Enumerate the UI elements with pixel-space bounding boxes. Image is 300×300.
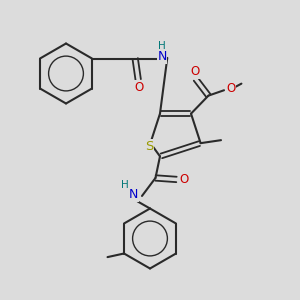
Text: O: O [226, 82, 235, 95]
Text: N: N [158, 50, 167, 64]
Text: O: O [179, 173, 189, 186]
Text: O: O [134, 80, 143, 94]
Text: H: H [158, 41, 166, 51]
Text: S: S [145, 140, 153, 153]
Text: N: N [129, 188, 138, 201]
Text: O: O [190, 65, 200, 78]
Text: H: H [121, 181, 128, 190]
